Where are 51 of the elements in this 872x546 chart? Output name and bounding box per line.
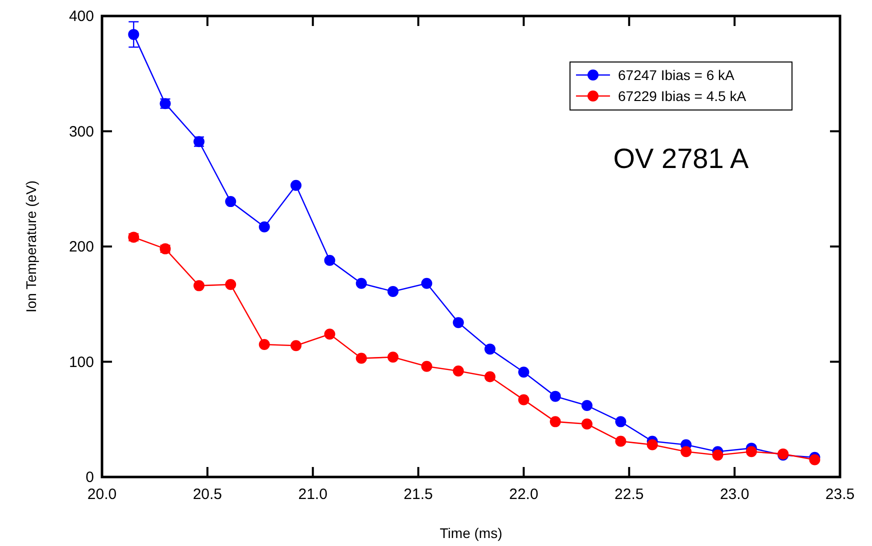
y-tick-label: 200 — [68, 238, 94, 256]
y-axis-title: Ion Temperature (eV) — [23, 180, 39, 313]
annotation: OV 2781 A — [613, 143, 750, 174]
y-tick-label: 400 — [68, 8, 94, 25]
point — [193, 280, 204, 292]
point — [421, 278, 432, 289]
point — [356, 352, 367, 364]
point — [550, 390, 561, 402]
x-tick-label: 21.0 — [298, 486, 328, 503]
x-axis-title: Time (ms) — [440, 525, 502, 541]
point — [128, 28, 140, 40]
x-tick-label: 20.5 — [192, 486, 222, 503]
legend-label: 67229 Ibias = 4.5 kA — [618, 88, 747, 104]
x-tick-label: 21.5 — [404, 486, 433, 503]
point — [581, 418, 592, 430]
legend-label: 67247 Ibias = 6 kA — [618, 67, 736, 83]
point — [324, 254, 336, 266]
point — [387, 352, 398, 363]
point — [258, 221, 270, 232]
point — [518, 366, 530, 378]
point — [581, 400, 592, 412]
x-tick-label: 20.0 — [87, 486, 117, 503]
point — [258, 338, 270, 350]
point — [809, 454, 820, 466]
point — [518, 394, 530, 406]
x-tick-label: 22.5 — [614, 486, 644, 503]
point — [452, 365, 464, 376]
point — [680, 446, 692, 458]
point — [646, 439, 658, 450]
point — [290, 340, 302, 352]
x-tick-label: 23.0 — [720, 486, 750, 503]
point — [452, 317, 464, 328]
y-tick-label: 300 — [68, 123, 94, 140]
point — [225, 196, 236, 208]
point — [712, 450, 724, 461]
point — [387, 286, 398, 297]
point — [421, 360, 432, 372]
x-tick-label: 23.5 — [825, 486, 855, 503]
point — [615, 436, 626, 447]
y-tick-label: 0 — [86, 469, 94, 486]
point — [746, 446, 757, 458]
point — [225, 279, 236, 290]
y-tick-label: 100 — [68, 354, 94, 371]
point — [550, 416, 561, 428]
point — [484, 371, 496, 382]
x-tick-label: 22.0 — [509, 486, 538, 503]
point — [290, 180, 302, 191]
point — [615, 416, 626, 428]
point — [324, 328, 336, 340]
point — [484, 344, 496, 355]
point — [356, 278, 367, 289]
